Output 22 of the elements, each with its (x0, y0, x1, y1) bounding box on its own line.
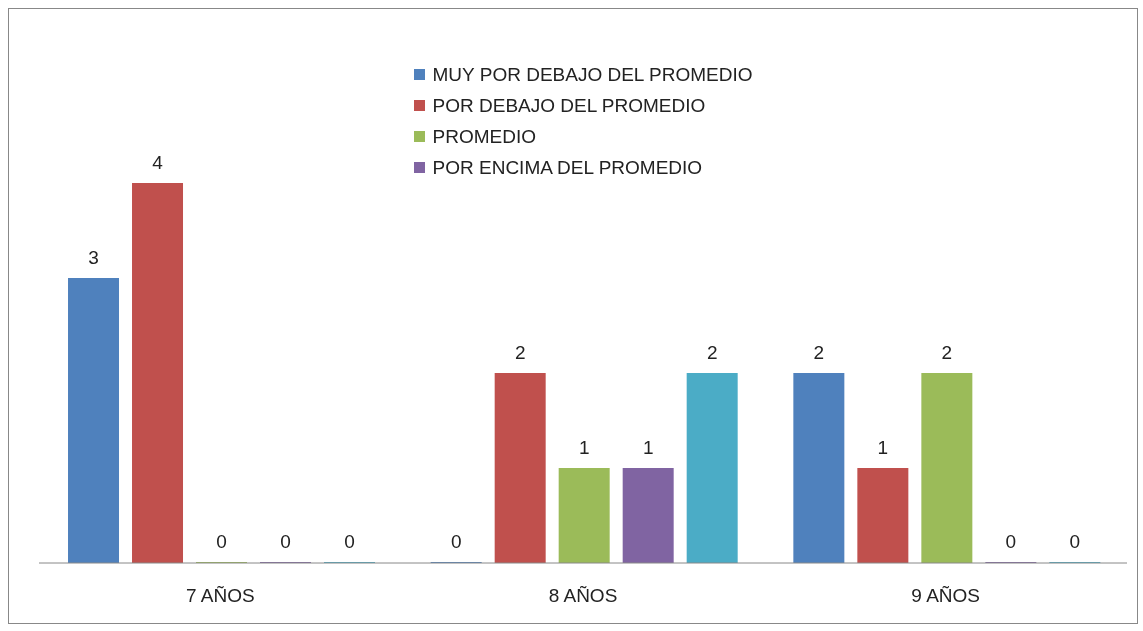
data-label: 2 (813, 342, 825, 363)
x-tick-label: 9 AÑOS (911, 585, 980, 607)
data-label: 0 (1005, 531, 1017, 552)
data-label: 1 (578, 437, 590, 458)
data-label: 0 (344, 531, 355, 552)
data-label: 2 (941, 342, 953, 363)
data-label: 2 (514, 342, 526, 363)
legend-label: PROMEDIO (432, 125, 536, 148)
data-label: 4 (152, 152, 164, 173)
x-tick-label: 7 AÑOS (186, 585, 255, 607)
data-label: 3 (88, 247, 99, 268)
data-label: 0 (280, 531, 291, 552)
data-label: 0 (450, 531, 462, 552)
legend-label: POR DEBAJO DEL PROMEDIO (432, 94, 706, 117)
data-label: 1 (642, 437, 654, 458)
legend-label: POR ENCIMA DEL PROMEDIO (432, 156, 703, 179)
data-label: 1 (877, 437, 889, 458)
data-label: 0 (1069, 531, 1081, 552)
data-label: 0 (216, 531, 227, 552)
legend-label: MUY POR DEBAJO DEL PROMEDIO (432, 63, 753, 86)
data-label: 2 (706, 342, 718, 363)
x-tick-label: 8 AÑOS (548, 585, 618, 607)
